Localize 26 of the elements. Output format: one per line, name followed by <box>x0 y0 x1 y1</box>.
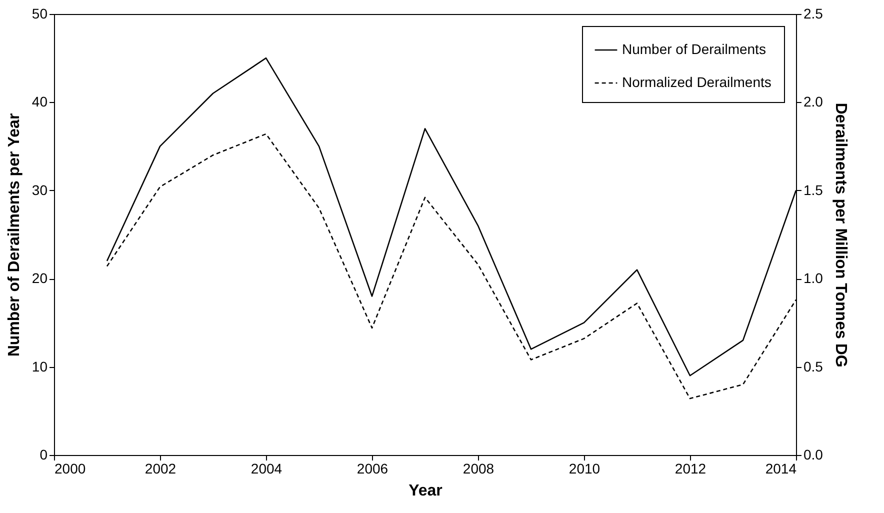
legend-label: Number of Derailments <box>622 41 766 57</box>
y-tick-label: 0 <box>40 446 48 462</box>
x-tick-label: 2000 <box>54 460 86 476</box>
x-tick-label: 2014 <box>765 460 797 476</box>
y2-tick-label: 0.0 <box>804 446 824 462</box>
x-tick-label: 2008 <box>462 460 494 476</box>
y2-tick-label: 2.0 <box>804 94 824 110</box>
y2-tick-label: 2.5 <box>804 6 824 22</box>
y2-axis-title: Derailments per Million Tonnes DG <box>832 102 849 368</box>
legend-label: Normalized Derailments <box>622 74 772 90</box>
x-tick-label: 2004 <box>250 460 282 476</box>
y2-tick-label: 1.5 <box>804 182 824 198</box>
y-tick-label: 30 <box>32 182 48 198</box>
y2-tick-label: 1.0 <box>804 270 824 286</box>
x-tick-label: 2012 <box>674 460 706 476</box>
y-axis-title: Number of Derailments per Year <box>6 113 23 357</box>
x-axis-title: Year <box>408 482 442 500</box>
x-tick-label: 2006 <box>356 460 388 476</box>
line-series <box>106 133 797 400</box>
x-tick-label: 2010 <box>568 460 600 476</box>
y-tick-label: 40 <box>32 94 48 110</box>
y-tick-label: 10 <box>32 358 48 374</box>
y2-tick-label: 0.5 <box>804 358 824 374</box>
y-tick-label: 20 <box>32 270 48 286</box>
y-tick-label: 50 <box>32 6 48 22</box>
x-tick-label: 2002 <box>144 460 176 476</box>
